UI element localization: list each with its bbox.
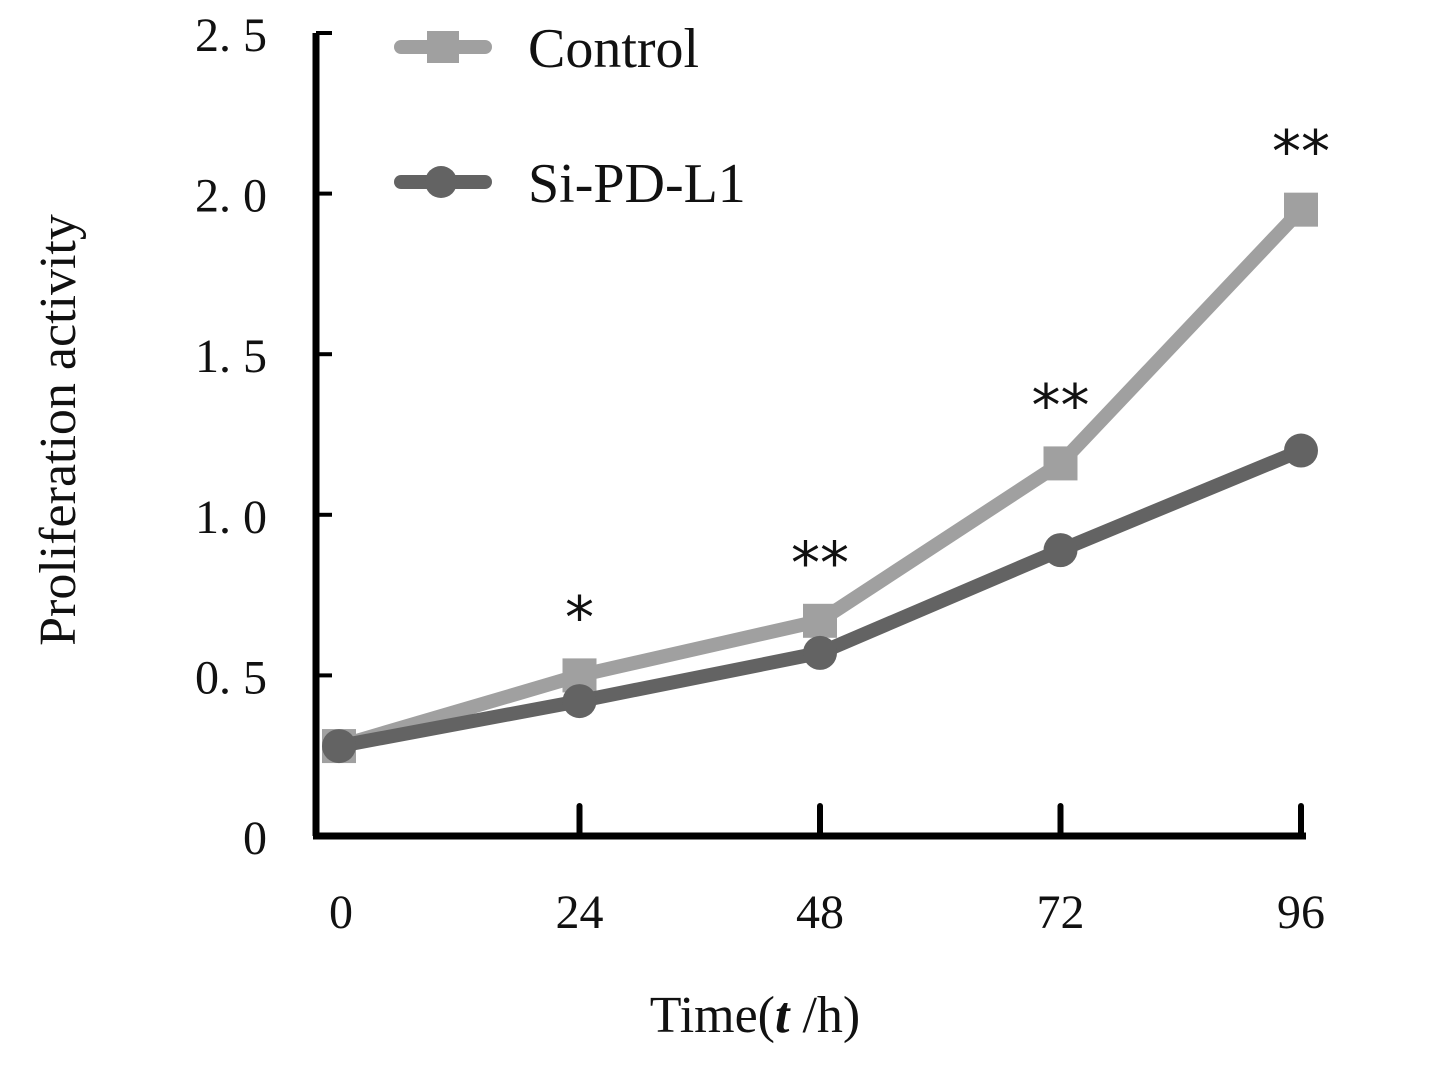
significance-marker: * — [565, 583, 594, 651]
data-point-square — [803, 603, 837, 638]
y-tick-label: 2. 0 — [195, 170, 267, 223]
y-tick-label: 0. 5 — [195, 651, 267, 704]
data-point-square — [1043, 446, 1078, 481]
x-tick-label: 24 — [556, 886, 604, 939]
x-tick-label: 48 — [796, 886, 844, 939]
data-point-circle — [322, 729, 356, 764]
legend-circle-marker — [425, 166, 457, 198]
data-point-circle — [1284, 433, 1318, 468]
x-axis-title: Time(t /h) — [650, 987, 860, 1044]
x-tick-label: 96 — [1277, 886, 1325, 939]
axes: 0 0. 5 1. 0 1. 5 2. 0 2. 5 0 24 48 72 96 — [195, 9, 1325, 939]
y-tick-label: 1. 0 — [195, 491, 267, 544]
y-tick-label: 0 — [243, 812, 267, 865]
series-layer — [322, 192, 1318, 764]
data-point-circle — [1043, 533, 1078, 568]
legend-square-marker — [427, 31, 459, 63]
significance-marker: ** — [791, 529, 849, 597]
data-point-circle — [562, 684, 597, 719]
legend-label: Si-PD-L1 — [528, 153, 746, 215]
data-point-circle — [803, 635, 837, 670]
significance-marker: ** — [1032, 371, 1090, 439]
x-tick-label: 72 — [1037, 886, 1085, 939]
y-axis-title: Proliferation activity — [30, 214, 87, 646]
significance-annotations: ******* — [565, 118, 1330, 652]
y-tick-label: 1. 5 — [195, 330, 267, 383]
legend-label: Control — [528, 18, 699, 80]
x-tick-label: 0 — [329, 886, 353, 939]
legend: Control Si-PD-L1 — [394, 18, 746, 215]
significance-marker: ** — [1272, 118, 1330, 186]
data-point-square — [1284, 192, 1318, 227]
y-tick-label: 2. 5 — [195, 9, 267, 62]
